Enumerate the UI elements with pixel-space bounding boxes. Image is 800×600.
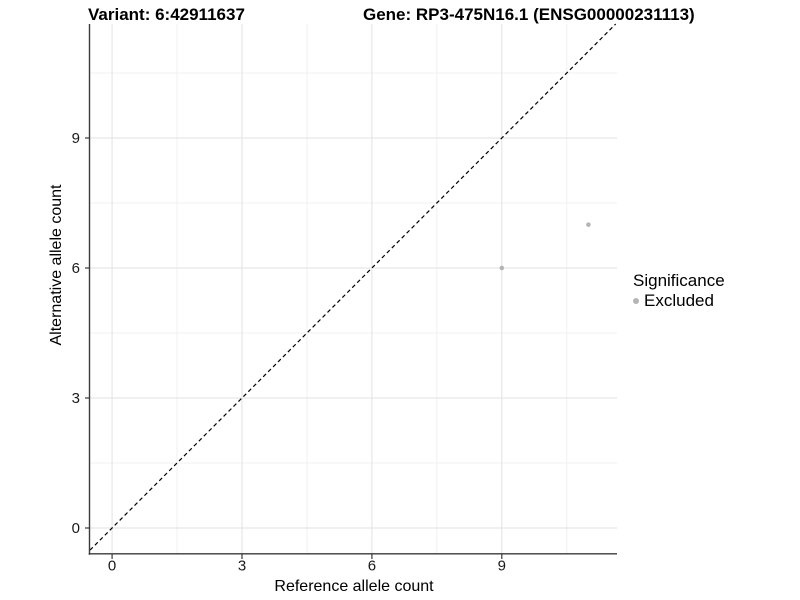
y-tick-label: 3 — [72, 390, 80, 407]
legend-point-marker-icon — [633, 298, 639, 304]
y-tick-label: 9 — [72, 130, 80, 147]
legend-title: Significance — [633, 271, 725, 290]
data-point — [499, 265, 505, 271]
legend-entry-excluded: Excluded — [633, 291, 725, 310]
legend-entry-label: Excluded — [644, 291, 714, 310]
identity-line — [89, 23, 617, 551]
x-axis-label: Reference allele count — [274, 578, 434, 595]
x-tick-label: 0 — [108, 558, 116, 575]
data-point — [586, 222, 591, 227]
x-tick-label: 6 — [368, 558, 376, 575]
y-tick-label: 6 — [72, 260, 80, 277]
y-tick-label: 0 — [72, 520, 80, 537]
plot-title-variant: Variant: 6:42911637 — [88, 5, 245, 24]
x-tick-label: 9 — [498, 558, 506, 575]
x-tick-label: 3 — [238, 558, 246, 575]
plot-title-gene: Gene: RP3-475N16.1 (ENSG00000231113) — [363, 5, 695, 24]
y-axis-label: Alternative allele count — [48, 184, 65, 346]
legend: Significance Excluded — [633, 271, 725, 310]
